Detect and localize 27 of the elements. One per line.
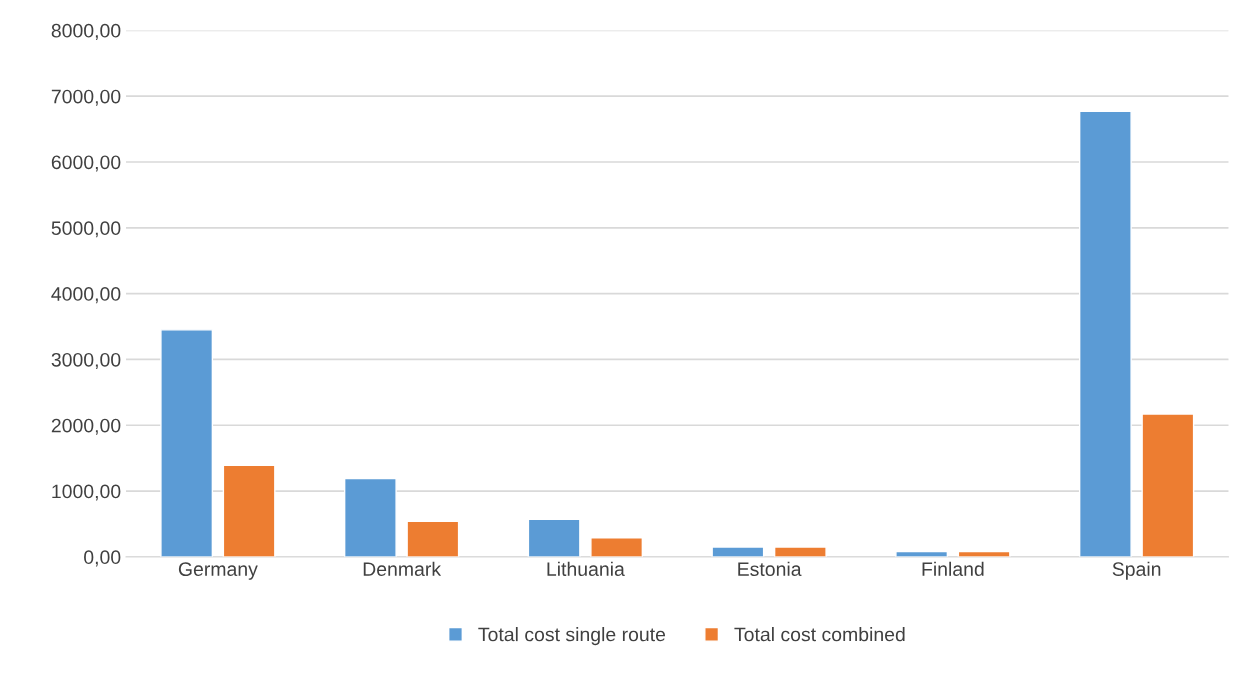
bar xyxy=(160,329,214,557)
y-tick-label: 1000,00 xyxy=(52,484,121,501)
x-tick-label: Denmark xyxy=(363,561,442,577)
bar xyxy=(222,464,276,557)
y-tick-label: 4000,00 xyxy=(51,287,121,304)
x-tick-label: Lithuania xyxy=(547,561,625,577)
y-tick-label: 5000,00 xyxy=(51,221,121,238)
bar xyxy=(406,520,460,557)
bar xyxy=(343,477,397,557)
y-tick-label: 0,00 xyxy=(84,550,121,567)
bar xyxy=(527,518,581,557)
y-tick-label: 2000,00 xyxy=(51,418,121,435)
bar xyxy=(1141,413,1195,557)
legend-label: Total cost single route xyxy=(478,627,666,646)
y-tick-label: 8000,00 xyxy=(51,23,121,40)
bar xyxy=(711,546,765,557)
x-tick-label: Germany xyxy=(178,562,258,580)
y-tick-label: 3000,00 xyxy=(51,352,121,369)
bar xyxy=(1078,110,1132,557)
bar xyxy=(773,546,827,557)
x-tick-label: Estonia xyxy=(738,561,802,577)
x-tick-label: Finland xyxy=(922,561,984,577)
y-tick-label: 6000,00 xyxy=(51,155,121,172)
y-tick-label: 7000,00 xyxy=(51,89,121,106)
legend-label: Total cost combined xyxy=(734,627,905,642)
x-tick-label: Spain xyxy=(1112,561,1161,580)
bar xyxy=(590,537,644,557)
